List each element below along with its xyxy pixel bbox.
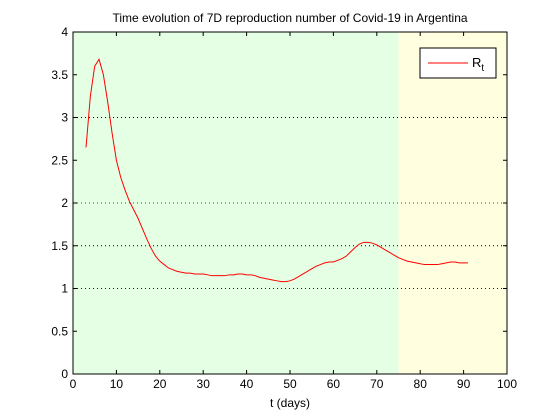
y-tick-label: 2.5: [51, 153, 68, 167]
x-tick-label: 20: [153, 377, 167, 391]
y-tick-label: 4: [61, 25, 68, 39]
y-tick-label: 1: [61, 282, 68, 296]
legend-label-rt: Rt: [472, 55, 484, 74]
y-tick-label: 0: [61, 367, 68, 381]
x-tick-label: 70: [370, 377, 384, 391]
legend: Rt: [419, 47, 497, 79]
background-region-1: [73, 32, 399, 374]
y-tick-label: 2: [61, 196, 68, 210]
x-tick-label: 80: [414, 377, 428, 391]
ticks: 0 10 20 30 40 50 60 70 80 90 100 0 0.5 1 1.5 2 2.5 3 3.5 4: [51, 25, 517, 391]
chart-title: Time evolution of 7D reproduction number…: [112, 11, 467, 25]
series-layer: [85, 58, 468, 283]
x-tick-label: 50: [283, 377, 297, 391]
legend-label-main: R: [472, 55, 481, 70]
legend-label-subscript: t: [481, 63, 484, 74]
reference-lines: [73, 117, 507, 289]
x-tick-label: 40: [240, 377, 254, 391]
series-line-1: [85, 58, 468, 283]
x-tick-label: 100: [497, 377, 517, 391]
y-tick-label: 0.5: [51, 324, 68, 338]
y-tick-label: 1.5: [51, 239, 68, 253]
background-region-2: [398, 32, 507, 374]
x-tick-label: 90: [457, 377, 471, 391]
background-regions: [73, 32, 507, 374]
x-tick-label: 0: [70, 377, 77, 391]
y-tick-label: 3.5: [51, 68, 68, 82]
x-tick-label: 30: [197, 377, 211, 391]
y-tick-label: 3: [61, 111, 68, 125]
x-tick-label: 60: [327, 377, 341, 391]
x-tick-label: 10: [110, 377, 124, 391]
x-axis-label: t (days): [270, 396, 310, 410]
